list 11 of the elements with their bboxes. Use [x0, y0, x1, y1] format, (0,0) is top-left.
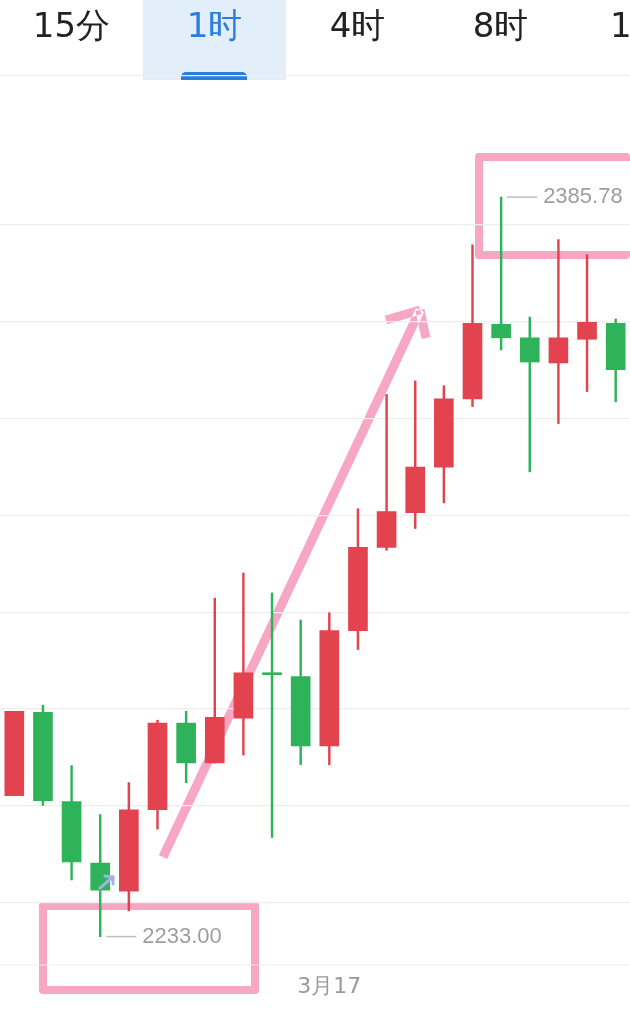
text: 4时: [329, 5, 386, 45]
annotation: 2385.78: [543, 183, 623, 209]
candlestick: [233, 572, 254, 756]
text: 8时: [472, 5, 529, 45]
x-tick-label: 3月17: [297, 972, 362, 998]
candlestick: [376, 394, 397, 551]
text: 1: [610, 5, 630, 45]
candlestick: [548, 239, 569, 424]
annotation: 2233.00: [142, 922, 222, 948]
text: 15分: [32, 5, 111, 45]
text: 1时: [186, 5, 243, 45]
